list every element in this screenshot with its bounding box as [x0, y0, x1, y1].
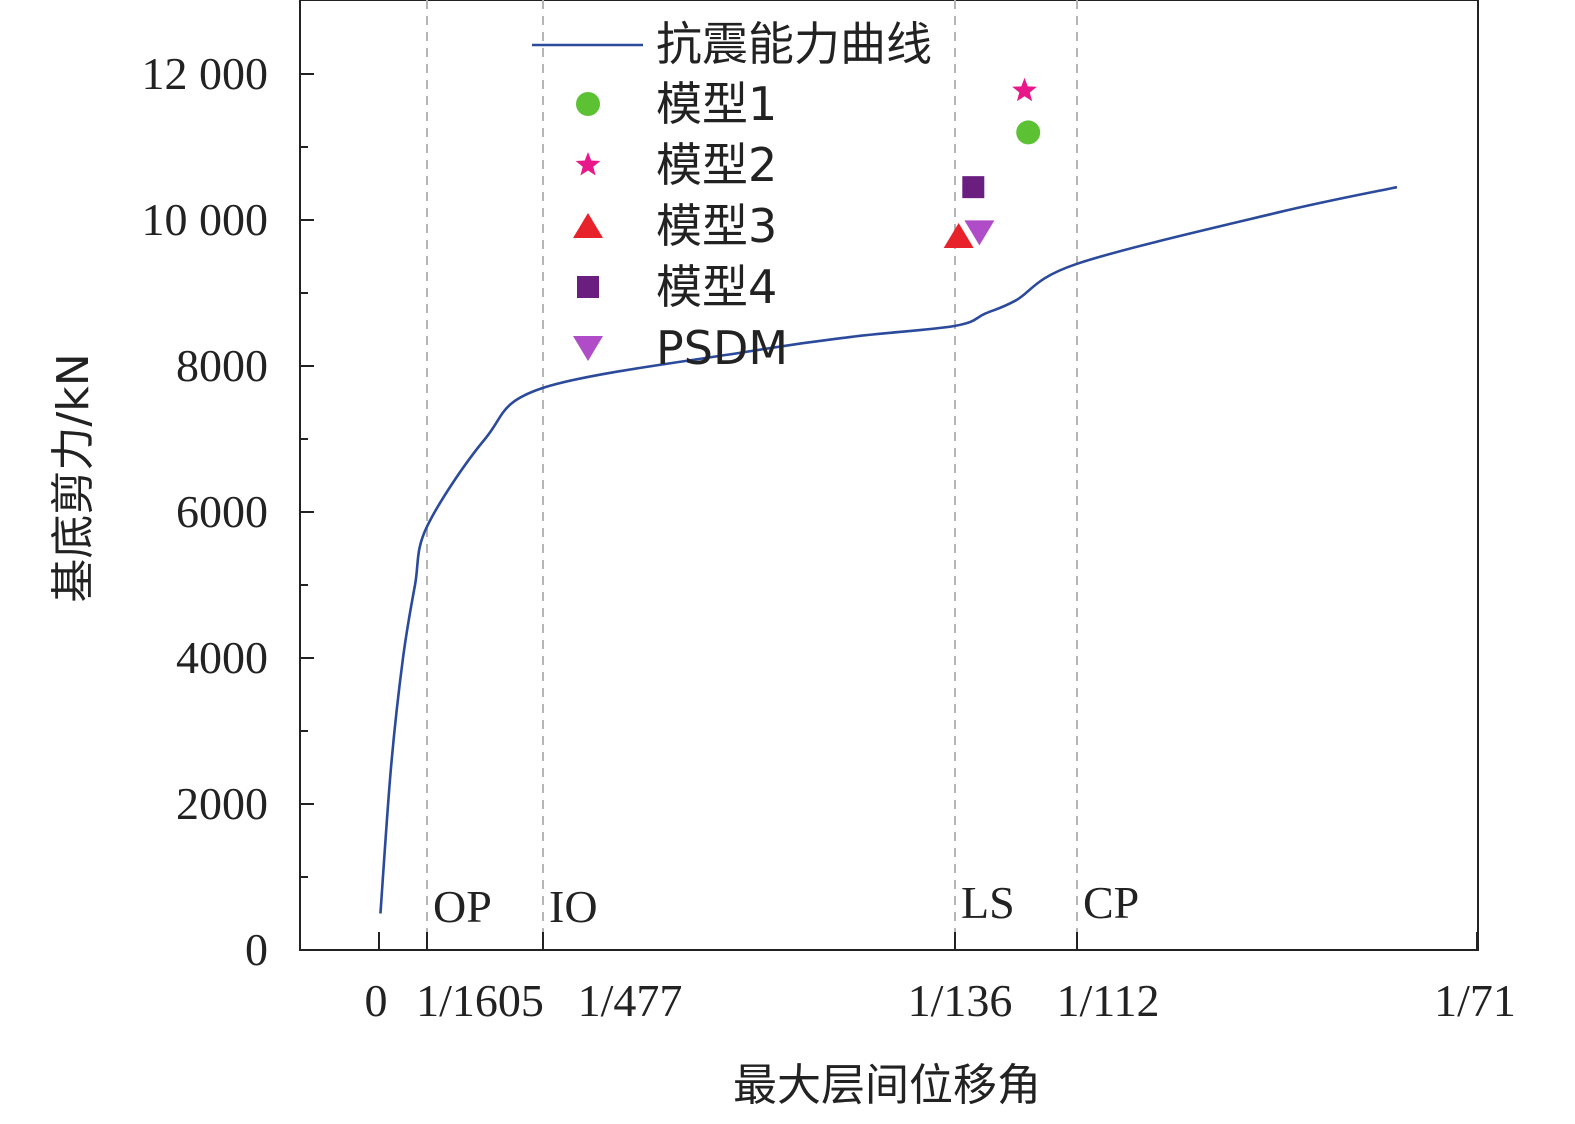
data-point-psdm — [964, 220, 995, 246]
legend-label: 模型2 — [656, 138, 777, 192]
y-tick-label: 4000 — [176, 632, 268, 683]
performance-level-label: LS — [961, 877, 1015, 928]
performance-level-label: CP — [1083, 877, 1139, 928]
data-point-模型3 — [943, 223, 974, 249]
x-tick-label: 1/1605 — [416, 975, 544, 1026]
x-tick-label: 1/136 — [908, 975, 1013, 1026]
y-tick-label: 2000 — [176, 778, 268, 829]
x-tick-label: 1/477 — [578, 975, 683, 1026]
performance-level-lines — [426, 0, 1078, 950]
legend-swatch — [577, 276, 599, 298]
legend-label: 模型3 — [656, 199, 777, 253]
y-axis-title: 基底剪力/kN — [48, 353, 99, 602]
performance-level-labels: OP IO LS CP — [433, 877, 1139, 932]
data-point-模型1 — [1016, 120, 1041, 145]
data-point-模型2 — [1012, 77, 1037, 102]
x-tick-label: 1/71 — [1434, 975, 1516, 1026]
x-tick-label: 1/112 — [1056, 975, 1159, 1026]
legend-label: 模型1 — [656, 77, 777, 131]
y-tick-label: 0 — [245, 924, 268, 975]
legend-swatch — [573, 336, 603, 361]
performance-level-label: OP — [433, 881, 492, 932]
legend-label: PSDM — [656, 321, 788, 375]
legend-swatch — [575, 152, 601, 176]
x-axis-title: 最大层间位移角 — [733, 1060, 1041, 1111]
x-tick-label: 0 — [365, 975, 388, 1026]
capacity-curve-group — [379, 185, 1398, 914]
capacity-curve-line — [379, 185, 1398, 914]
y-tick-label: 12 000 — [142, 48, 269, 99]
legend-swatch — [576, 92, 600, 116]
legend-label: 抗震能力曲线 — [656, 17, 932, 71]
legend-swatch — [573, 213, 603, 238]
y-tick-label: 10 000 — [142, 194, 269, 245]
legend-label: 模型4 — [656, 260, 777, 314]
x-axis: 0 1/1605 1/477 1/136 1/112 1/71 — [365, 932, 1516, 1026]
plot-frame — [299, 0, 1479, 951]
y-tick-label: 6000 — [176, 486, 268, 537]
y-axis: 0 2000 4000 6000 8000 10 000 12 000 — [142, 48, 314, 975]
model-points-group — [943, 77, 1041, 249]
data-point-模型4 — [962, 176, 985, 199]
y-tick-label: 8000 — [176, 340, 268, 391]
performance-level-label: IO — [549, 881, 598, 932]
